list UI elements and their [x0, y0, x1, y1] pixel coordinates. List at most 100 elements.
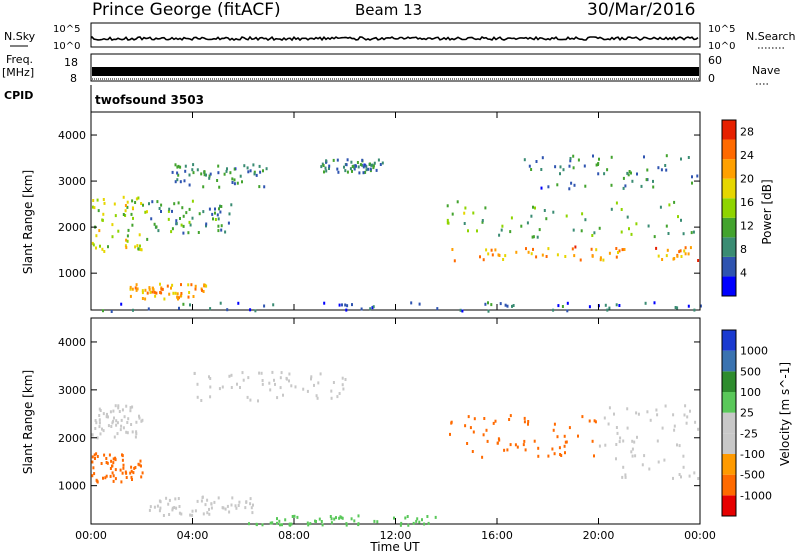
- scatter-cell: [599, 258, 602, 262]
- time-tick-label: 20:00: [583, 529, 615, 542]
- scatter-cell: [125, 404, 128, 408]
- scatter-cell: [263, 185, 266, 189]
- scatter-cell: [261, 382, 264, 386]
- nave-tick-top: 60: [708, 54, 722, 67]
- freq-trace-band: [92, 67, 699, 76]
- scatter-cell: [610, 183, 613, 187]
- scatter-cell: [245, 500, 248, 504]
- scatter-cell: [182, 231, 185, 235]
- scatter-cell: [158, 499, 161, 503]
- scatter-cell: [108, 453, 111, 457]
- power-y-axis: 1000 2000 3000 4000: [58, 129, 700, 280]
- scatter-cell: [214, 211, 216, 215]
- scatter-cell: [241, 180, 243, 184]
- scatter-cell: [261, 379, 264, 382]
- scatter-cell: [691, 175, 693, 179]
- scatter-cell: [159, 506, 162, 510]
- scatter-cell: [227, 221, 230, 225]
- scatter-cell: [228, 374, 231, 378]
- power-colorbar-tick: 28: [740, 126, 754, 139]
- scatter-cell: [98, 425, 101, 429]
- scatter-cell: [579, 258, 582, 262]
- scatter-cell: [147, 307, 150, 311]
- scatter-cell: [180, 223, 183, 227]
- scatter-cell: [552, 428, 555, 432]
- scatter-cell: [559, 165, 562, 169]
- scatter-cell: [491, 253, 494, 257]
- scatter-cell: [281, 523, 283, 527]
- scatter-cell: [95, 246, 97, 250]
- power-colorbar-segment: [722, 217, 736, 238]
- scatter-cell: [434, 515, 437, 519]
- scatter-cell: [249, 497, 252, 501]
- scatter-cell: [249, 398, 252, 402]
- scatter-cell: [415, 519, 418, 523]
- scatter-cell: [604, 303, 607, 307]
- scatter-cell: [356, 161, 359, 164]
- scatter-cell: [98, 414, 101, 417]
- scatter-cell: [112, 419, 115, 423]
- scatter-cell: [494, 419, 497, 423]
- scatter-cell: [682, 465, 685, 469]
- scatter-cell: [598, 226, 601, 230]
- scatter-cell: [357, 514, 360, 518]
- scatter-cell: [274, 382, 276, 386]
- scatter-cell: [230, 373, 233, 377]
- scatter-cell: [341, 516, 344, 520]
- scatter-cell: [208, 507, 210, 511]
- scatter-cell: [472, 211, 475, 215]
- scatter-cell: [656, 413, 659, 417]
- scatter-cell: [446, 204, 449, 208]
- scatter-cell: [330, 389, 333, 393]
- noise-trace: [90, 35, 699, 42]
- scatter-cell: [543, 209, 546, 212]
- scatter-cell: [690, 231, 693, 235]
- scatter-cell: [313, 383, 315, 387]
- velocity-colorbar-segment: [722, 433, 736, 454]
- scatter-cell: [624, 184, 627, 188]
- scatter-cell: [208, 174, 211, 178]
- scatter-cell: [554, 165, 557, 169]
- velocity-colorbar-tick: -100: [740, 448, 765, 461]
- scatter-cell: [628, 170, 631, 173]
- scatter-cell: [577, 434, 579, 438]
- scatter-cell: [372, 164, 375, 168]
- scatter-cell: [182, 302, 185, 306]
- scatter-cell: [121, 458, 124, 462]
- scatter-cell: [641, 463, 644, 467]
- scatter-cell: [233, 167, 236, 171]
- scatter-cell: [346, 304, 349, 308]
- scatter-cell: [242, 378, 245, 382]
- scatter-cell: [620, 208, 623, 211]
- scatter-cell: [236, 382, 238, 386]
- scatter-cell: [307, 523, 310, 527]
- scatter-cell: [684, 246, 687, 250]
- scatter-cell: [103, 453, 106, 457]
- scatter-cell: [530, 214, 533, 218]
- scatter-cell: [412, 521, 415, 525]
- scatter-cell: [252, 163, 255, 167]
- scatter-cell: [243, 164, 246, 168]
- scatter-cell: [217, 224, 220, 228]
- scatter-cell: [200, 399, 203, 402]
- scatter-cell: [109, 467, 112, 470]
- scatter-cell: [344, 169, 347, 173]
- scatter-cell: [346, 170, 349, 174]
- scatter-cell: [551, 447, 554, 451]
- scatter-cell: [115, 423, 118, 427]
- scatter-cell: [119, 468, 122, 472]
- power-y-label: Slant Range [km]: [21, 170, 35, 274]
- scatter-cell: [96, 455, 99, 458]
- scatter-cell: [106, 461, 109, 465]
- scatter-cell: [556, 435, 559, 439]
- scatter-cell: [194, 287, 197, 291]
- scatter-cell: [190, 283, 193, 287]
- scatter-cell: [121, 471, 124, 475]
- scatter-cell: [630, 232, 633, 236]
- scatter-cell: [276, 521, 278, 525]
- scatter-cell: [278, 519, 281, 523]
- freq-tick-bottom: 8: [70, 72, 77, 85]
- scatter-cell: [644, 301, 647, 305]
- scatter-cell: [177, 173, 180, 177]
- scatter-cell: [288, 379, 290, 383]
